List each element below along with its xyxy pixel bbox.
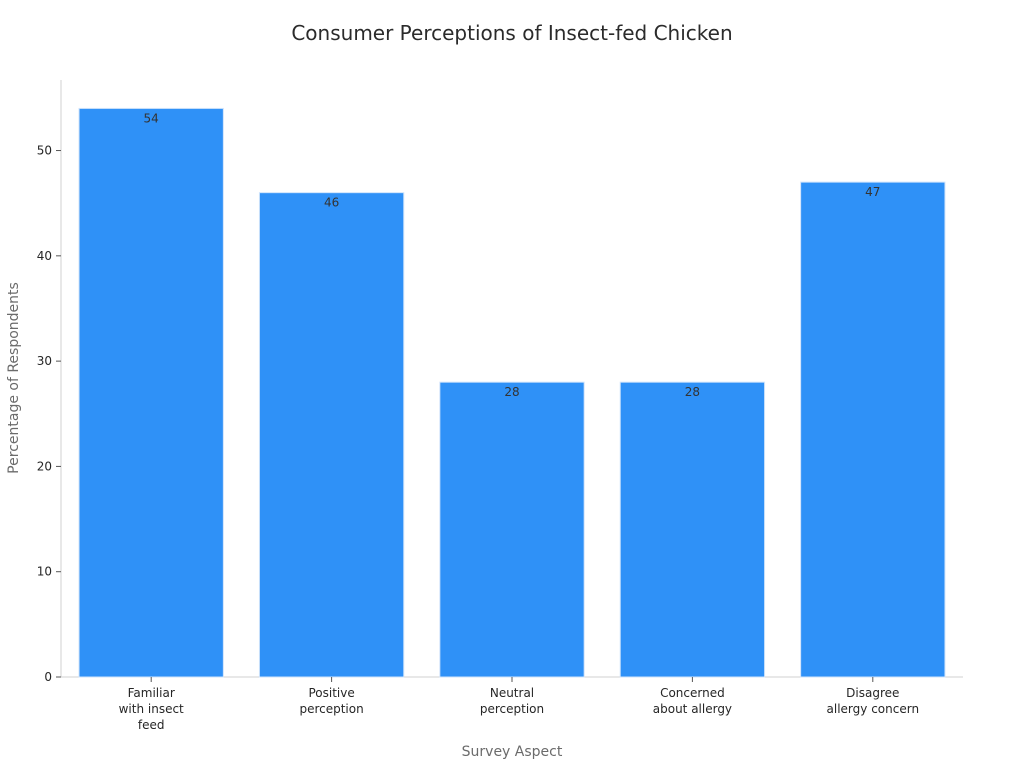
y-tick-label: 10 — [37, 565, 52, 579]
bar-value-label: 54 — [144, 111, 159, 125]
bar-value-label: 28 — [685, 385, 700, 399]
y-tick-label: 20 — [37, 459, 52, 473]
bar-value-label: 46 — [324, 196, 339, 210]
y-tick-label: 40 — [37, 249, 52, 263]
chart-title: Consumer Perceptions of Insect-fed Chick… — [291, 21, 732, 45]
x-tick-labels: Familiar with insect feed Positive perceptio… — [119, 677, 919, 732]
x-axis-label: Survey Aspect — [462, 744, 563, 760]
bar — [258, 192, 405, 678]
y-tick-label: 50 — [37, 144, 52, 158]
bar — [439, 381, 585, 678]
bar — [619, 381, 766, 678]
bar — [78, 107, 224, 678]
bar-value-label: 47 — [865, 185, 880, 199]
data-labels: 54 46 28 28 47 — [144, 111, 881, 399]
x-tick-label: Disagree allergy concern — [827, 686, 920, 716]
y-axis-label: Percentage of Respondents — [6, 282, 22, 474]
y-tick-label: 30 — [37, 354, 52, 368]
bar-value-label: 28 — [504, 385, 519, 399]
x-tick-label: Concerned about allergy — [653, 686, 732, 716]
bars — [78, 107, 946, 678]
x-tick-label: Neutral perception — [480, 686, 544, 716]
x-tick-label: Familiar with insect feed — [119, 686, 184, 732]
bar — [800, 181, 946, 678]
x-tick-label: Positive perception — [299, 686, 363, 716]
y-ticks: 0 10 20 30 40 50 — [37, 144, 61, 684]
y-tick-label: 0 — [44, 670, 52, 684]
